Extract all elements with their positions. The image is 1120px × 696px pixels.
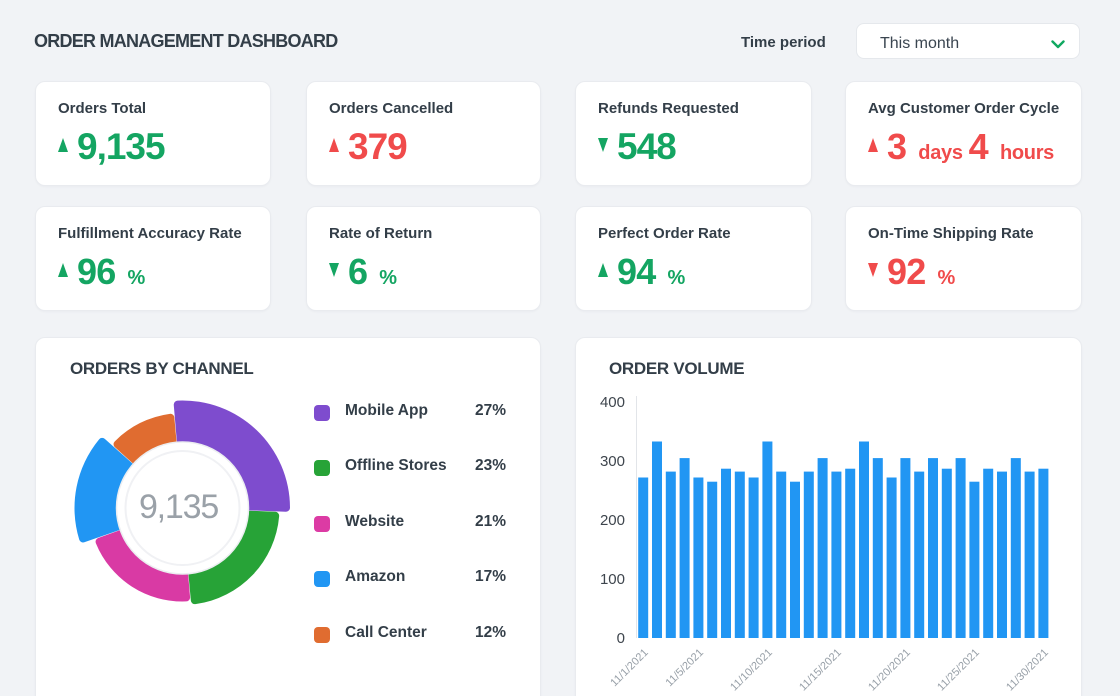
svg-text:11/30/2021: 11/30/2021 <box>1004 647 1051 694</box>
svg-text:200: 200 <box>600 512 625 529</box>
svg-text:11/15/2021: 11/15/2021 <box>797 647 844 694</box>
svg-text:11/1/2021: 11/1/2021 <box>608 647 651 690</box>
svg-text:0: 0 <box>617 630 625 647</box>
svg-text:9,135: 9,135 <box>139 488 218 526</box>
svg-text:11/5/2021: 11/5/2021 <box>664 647 707 690</box>
svg-text:100: 100 <box>600 571 625 588</box>
svg-text:11/20/2021: 11/20/2021 <box>866 647 913 694</box>
svg-text:11/25/2021: 11/25/2021 <box>935 647 982 694</box>
svg-text:300: 300 <box>600 453 625 470</box>
svg-text:400: 400 <box>600 394 625 411</box>
svg-text:11/10/2021: 11/10/2021 <box>728 647 775 694</box>
